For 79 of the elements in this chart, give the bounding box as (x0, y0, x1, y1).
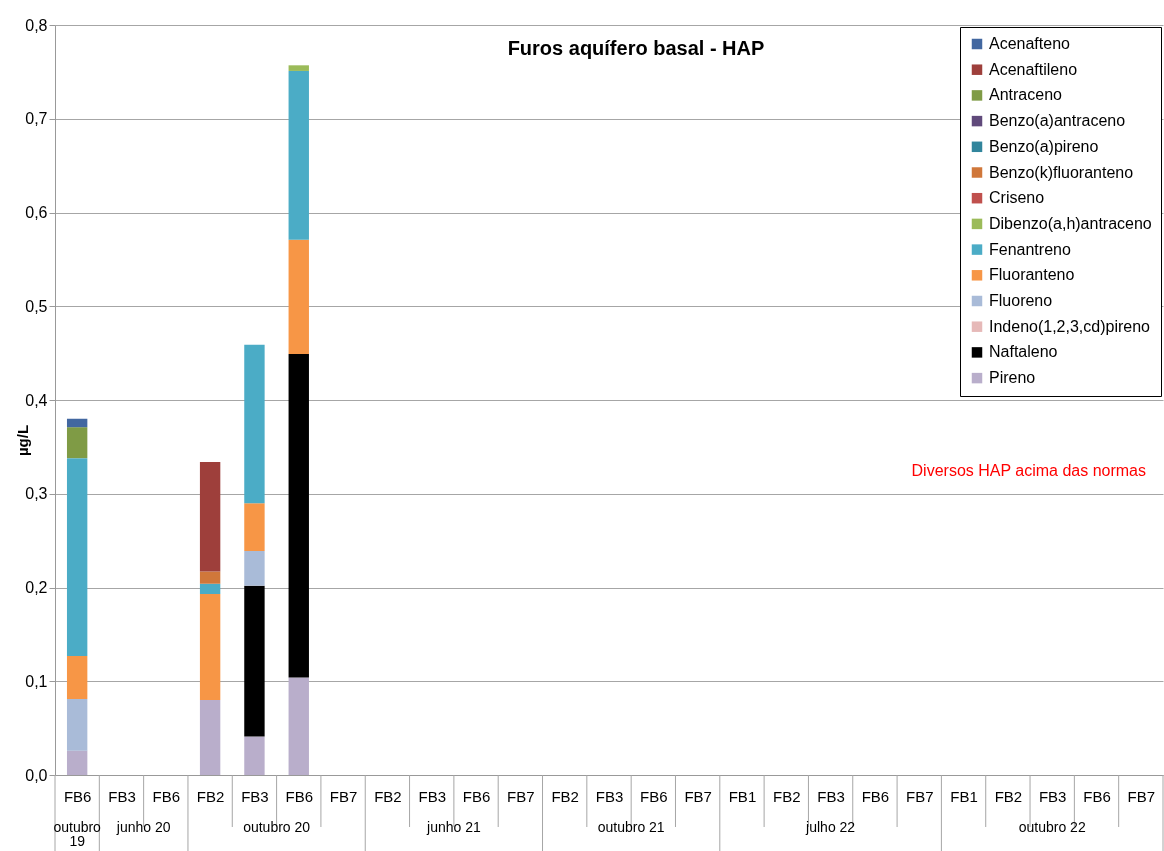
bar (66, 699, 88, 751)
x-tick-label: FB6 (1083, 787, 1111, 805)
x-tick-label: FB2 (994, 787, 1023, 805)
x-tick-label: FB6 (640, 787, 668, 805)
bar (288, 65, 309, 71)
bar (244, 503, 265, 551)
bar (244, 550, 265, 586)
y-tick-label: 0,3 (25, 485, 48, 503)
y-tick-label: 0,0 (25, 766, 48, 784)
x-tick-label: FB3 (108, 787, 136, 805)
y-axis-title: µg/L (13, 424, 31, 457)
x-tick-label: FB2 (551, 787, 579, 805)
text: julho 22 (805, 819, 856, 835)
text: junho 20 (115, 819, 171, 835)
text: outubro 19 (53, 819, 102, 849)
bar (244, 344, 265, 504)
text: outubro 22 (1018, 819, 1086, 835)
x-tick-label: FB1 (728, 787, 757, 805)
bar (288, 239, 309, 355)
bar (66, 655, 88, 700)
bar (244, 736, 265, 775)
legend-label: Benzo(a)pireno (989, 137, 1099, 155)
bar (199, 461, 221, 572)
bar (66, 750, 88, 775)
bar (288, 677, 309, 775)
bar (66, 418, 88, 428)
y-tick-label: 0,8 (25, 16, 48, 34)
y-tick-label: 0,2 (25, 579, 48, 596)
x-tick-label: FB6 (63, 787, 92, 805)
legend-label: Acenaftileno (989, 60, 1078, 78)
bar (199, 583, 221, 595)
annotation: Diversos HAP acima das normas (911, 462, 1146, 479)
y-tick-label: 0,6 (25, 204, 48, 221)
x-tick-label: FB1 (950, 787, 978, 805)
bar (199, 571, 221, 584)
text: Furos aquífero basal - HAP (507, 37, 765, 59)
text: junho 21 (426, 819, 481, 835)
legend-label: Pireno (989, 369, 1036, 387)
x-tick-label: FB6 (462, 787, 491, 805)
x-tick-label: FB7 (684, 787, 712, 805)
legend-label: Naftaleno (989, 343, 1058, 361)
x-tick-label: FB7 (905, 787, 934, 805)
x-tick-label: FB3 (1038, 787, 1067, 805)
text: outubro 21 (597, 819, 665, 835)
bar (199, 700, 221, 775)
y-tick-label: 0,1 (25, 672, 48, 690)
x-tick-label: FB3 (817, 787, 845, 805)
x-tick-label: FB7 (329, 787, 358, 805)
x-tick-label: FB7 (1127, 787, 1156, 805)
bar (288, 354, 309, 678)
legend-label: Indeno(1,2,3,cd)pireno (989, 317, 1151, 335)
legend-label: Fenantreno (989, 240, 1071, 258)
bar (288, 70, 309, 240)
legend-label: Benzo(k)fluoranteno (989, 163, 1134, 181)
x-tick-label: FB2 (773, 787, 801, 805)
y-tick-label: 0,7 (25, 110, 48, 128)
text: outubro 20 (243, 819, 311, 835)
x-tick-label: FB6 (285, 787, 314, 805)
x-tick-label: FB6 (152, 787, 181, 805)
legend-label: Benzo(a)antraceno (989, 112, 1126, 130)
x-tick-label: FB2 (374, 787, 402, 805)
bar (66, 458, 88, 656)
bar (199, 594, 221, 700)
y-tick-label: 0,5 (25, 297, 48, 315)
legend-label: Criseno (989, 189, 1045, 207)
x-tick-label: FB3 (595, 787, 624, 805)
y-tick-label: 0,4 (25, 391, 48, 409)
legend-label: Dibenzo(a,h)antraceno (989, 214, 1152, 232)
x-tick-label: FB3 (241, 787, 269, 805)
legend-label: Acenafteno (989, 35, 1071, 52)
x-tick-label: FB6 (861, 787, 890, 805)
legend-label: Antraceno (989, 86, 1063, 104)
x-tick-label: FB3 (418, 787, 446, 805)
x-tick-label: FB7 (507, 787, 535, 805)
bar (244, 585, 265, 737)
bar (66, 427, 88, 459)
legend-label: Fluoranteno (989, 266, 1075, 284)
legend-label: Fluoreno (989, 292, 1053, 309)
x-tick-label: FB2 (196, 787, 225, 805)
